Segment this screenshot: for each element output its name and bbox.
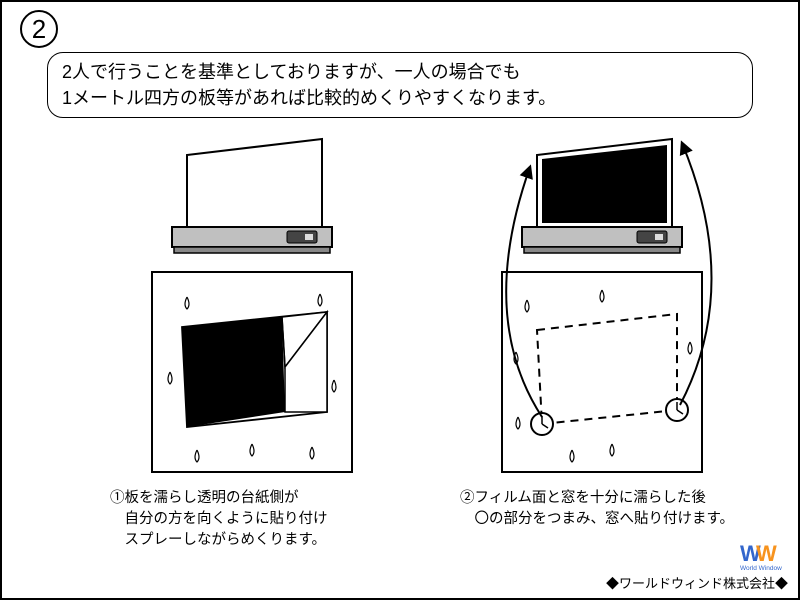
diagram-step2 — [442, 137, 762, 477]
svg-text:W: W — [756, 541, 777, 566]
panel-step2: ②フィルム面と窓を十分に濡らした後 〇の部分をつまみ、窓へ貼り付けます。 — [442, 137, 762, 530]
logo-icon: W W World Window — [740, 541, 788, 571]
caption-step1: ①板を濡らし透明の台紙側が 自分の方を向くように貼り付け スプレーしながらめくり… — [92, 488, 412, 551]
company-name: ◆ワールドウィンド株式会社◆ — [606, 573, 788, 592]
step-number-text: 2 — [32, 14, 46, 45]
diagram-step1 — [92, 137, 412, 477]
panel-step1: ①板を濡らし透明の台紙側が 自分の方を向くように貼り付け スプレーしながらめくり… — [92, 137, 412, 551]
caption-step2: ②フィルム面と窓を十分に濡らした後 〇の部分をつまみ、窓へ貼り付けます。 — [442, 488, 762, 530]
step-number-badge: 2 — [20, 10, 58, 48]
header-line1: 2人で行うことを基準としておりますが、一人の場合でも — [62, 62, 521, 82]
header-line2: 1メートル四方の板等があれば比較的めくりやすくなります。 — [62, 88, 556, 108]
header-bubble: 2人で行うことを基準としておりますが、一人の場合でも 1メートル四方の板等があれ… — [47, 52, 753, 118]
logo-text: World Window — [740, 565, 782, 571]
footer: W W World Window ◆ワールドウィンド株式会社◆ — [606, 541, 788, 592]
